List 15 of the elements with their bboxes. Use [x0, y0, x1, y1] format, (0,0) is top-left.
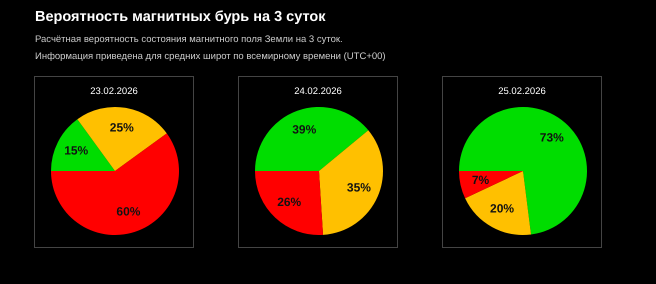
- data-label: 7%: [472, 172, 490, 187]
- chart-title: 24.02.2026: [293, 86, 343, 97]
- chart-title: 25.02.2026: [497, 86, 547, 97]
- chart-title: 23.02.2026: [89, 86, 139, 97]
- text: Информация приведена для средних широт по всемирному времени (UTC+00): [35, 51, 386, 62]
- data-label: 20%: [490, 201, 514, 216]
- data-label: 73%: [540, 130, 564, 145]
- data-label: 39%: [292, 122, 317, 136]
- data-label: 26%: [277, 195, 302, 210]
- text: Вероятность магнитных бурь на 3 суток: [35, 9, 327, 25]
- data-label: 60%: [116, 204, 141, 219]
- text: Расчётная вероятность состояния магнитного поля Земли на 3 суток.: [35, 34, 344, 45]
- data-label: 15%: [64, 144, 89, 158]
- data-label: 35%: [346, 180, 372, 195]
- data-label: 25%: [110, 120, 134, 134]
